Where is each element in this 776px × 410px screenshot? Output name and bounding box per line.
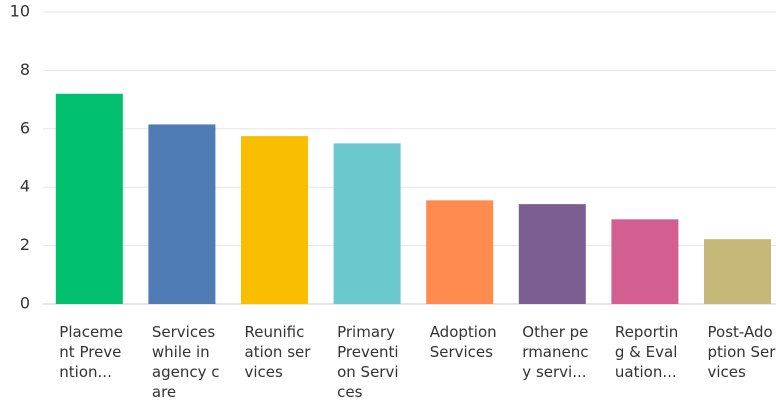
bar [148,124,216,304]
bar [426,200,494,304]
bar [241,136,308,304]
bar [333,143,401,304]
bar [518,204,586,304]
x-tick-label: Post-Adoption Services [707,323,776,381]
bar [55,93,123,304]
x-tick-label: Primary Prevention Services [337,323,399,401]
x-tick-label: Placement Prevention... [59,323,124,381]
bar [704,239,771,304]
x-tick-label: Reunification services [244,323,311,381]
y-tick-label: 10 [10,2,30,21]
y-tick-label: 0 [20,294,30,313]
y-tick-label: 4 [20,177,30,196]
y-tick-label: 2 [20,235,30,254]
x-tick-label: Reporting & Evaluation... [614,323,679,381]
x-tick-label: Other permanency servi... [522,323,589,381]
y-tick-label: 6 [20,118,30,137]
x-tick-label: Services while in agency care [151,323,220,401]
y-tick-label: 8 [20,60,30,79]
bar [611,219,679,304]
x-tick-label: Adoption Services [429,323,497,361]
